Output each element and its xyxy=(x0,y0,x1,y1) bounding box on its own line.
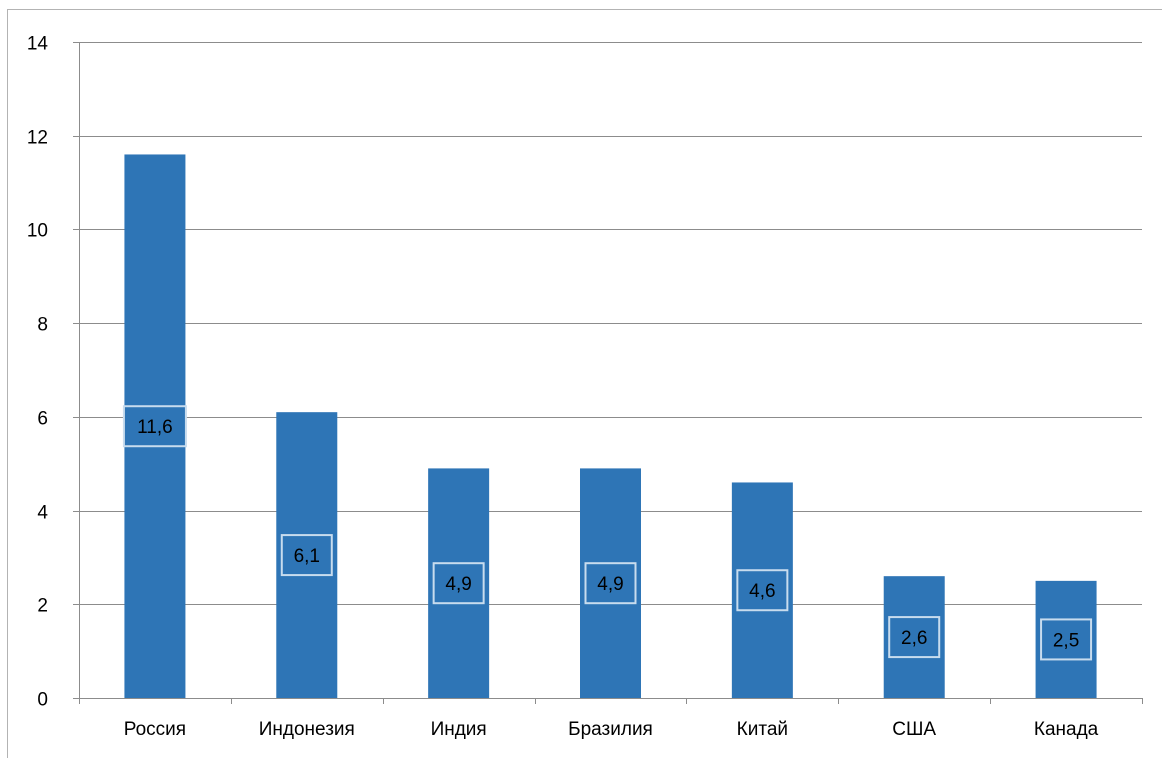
bar xyxy=(428,468,490,698)
data-label-box xyxy=(432,562,485,605)
bar xyxy=(124,154,186,698)
data-label: 4,9 xyxy=(445,574,471,595)
data-label: 2,6 xyxy=(901,628,927,649)
x-category-label: Бразилия xyxy=(568,719,653,740)
bar xyxy=(1035,580,1097,698)
y-tick-label: 6 xyxy=(37,409,48,430)
x-category-label: Индонезия xyxy=(259,719,355,740)
y-tick-label: 12 xyxy=(27,128,48,149)
data-label: 4,9 xyxy=(597,574,623,595)
x-category-label: Россия xyxy=(124,719,186,740)
y-tick-label: 2 xyxy=(37,596,48,617)
chart-frame xyxy=(7,9,1162,758)
y-tick-label: 4 xyxy=(37,503,48,524)
x-category-label: Индия xyxy=(431,719,487,740)
data-label-box xyxy=(280,534,333,577)
bar xyxy=(731,482,793,698)
x-category-label: Канада xyxy=(1034,719,1099,740)
x-category-label: Китай xyxy=(737,719,788,740)
y-tick-label: 8 xyxy=(37,315,48,336)
data-label: 2,5 xyxy=(1053,630,1079,651)
data-label-box xyxy=(122,405,187,448)
bar xyxy=(883,576,945,698)
x-category-label: США xyxy=(892,719,936,740)
data-label-box xyxy=(584,562,637,605)
data-label-box xyxy=(736,569,789,612)
bar xyxy=(276,412,338,698)
tick-labels: 0 2 4 6 8 10 12 14 Россия Индонезия Индия Бразилия К… xyxy=(27,34,1099,741)
axes xyxy=(73,42,1143,704)
y-tick-label: 14 xyxy=(27,34,49,55)
y-tick-label: 0 xyxy=(37,690,48,711)
data-labels: 11,6 6,1 4,9 4,9 4,6 2,6 2,5 xyxy=(122,405,1093,661)
bars xyxy=(124,154,1097,698)
data-label: 6,1 xyxy=(294,546,320,567)
data-label-box xyxy=(888,616,941,659)
data-label-box xyxy=(1040,618,1093,661)
y-tick-label: 10 xyxy=(27,221,48,242)
data-label: 4,6 xyxy=(749,581,775,602)
data-label: 11,6 xyxy=(137,417,173,438)
bar xyxy=(580,468,641,698)
